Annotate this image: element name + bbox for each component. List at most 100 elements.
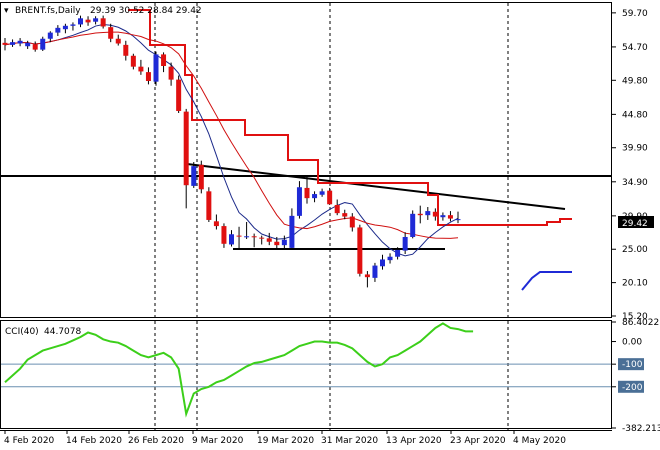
price-tick-label: 59.70 (622, 9, 648, 19)
candle-body (100, 18, 106, 27)
candle (145, 67, 151, 85)
trailing-stop (128, 9, 572, 226)
candle (425, 207, 431, 220)
candles (2, 15, 461, 288)
moving-average-fast (4, 31, 459, 239)
candle-body (191, 166, 197, 186)
candle (17, 38, 23, 47)
candle (123, 40, 129, 61)
candle (55, 25, 61, 37)
time-tick-label: 23 Apr 2020 (450, 436, 506, 446)
candle (417, 205, 423, 224)
candle (2, 38, 8, 51)
cci-tick-label: -382.213 (622, 424, 660, 434)
moving-average-slow (4, 24, 459, 257)
candle-body (334, 204, 340, 214)
candle-body (236, 235, 242, 237)
ohlc-values: 29.39 30.52 28.84 29.42 (90, 6, 202, 16)
price-tick-label: 49.80 (622, 76, 648, 86)
candle-body (32, 44, 38, 50)
candle (296, 181, 302, 219)
candle (410, 210, 416, 239)
candle (266, 232, 272, 246)
candle-body (349, 216, 355, 228)
time-axis: 4 Feb 2020 14 Feb 2020 26 Feb 2020 9 Mar 20… (4, 430, 566, 446)
candle (40, 36, 46, 52)
candle-body (296, 187, 302, 216)
time-tick-label: 13 Apr 2020 (386, 436, 442, 446)
candle (244, 221, 250, 240)
candle-body (402, 236, 408, 251)
time-tick-label: 4 May 2020 (513, 436, 566, 446)
cci-panel (0, 320, 612, 429)
support-stop (521, 271, 572, 291)
candle (236, 226, 242, 249)
candle (130, 53, 136, 70)
candle (455, 211, 461, 224)
price-tick-label: 34.90 (622, 178, 648, 188)
price-tick-label: 15.20 (622, 312, 648, 322)
candle-body (244, 236, 250, 238)
candle (62, 23, 68, 34)
candle-body (425, 211, 431, 216)
candle-body (138, 66, 144, 72)
price-axis: 59.7054.7049.8044.8039.9034.9029.9025.00… (612, 9, 648, 322)
cci-line (4, 322, 474, 418)
time-tick-label: 9 Mar 2020 (192, 436, 244, 446)
candle-body (55, 27, 61, 33)
candle-body (70, 24, 76, 26)
candle-body (206, 191, 212, 220)
candle (304, 176, 310, 204)
candle (78, 15, 83, 28)
price-tick-label: 25.00 (622, 245, 648, 255)
candle-body (10, 42, 16, 45)
candle-body (251, 236, 257, 238)
candle (168, 62, 174, 86)
candle (213, 214, 219, 230)
cci-tick-label: 0.00 (622, 338, 642, 348)
time-tick-label: 26 Feb 2020 (128, 436, 184, 446)
symbol-label: BRENT.fs,Daily (15, 6, 81, 16)
candle-body (417, 213, 423, 216)
candle-body (304, 187, 310, 199)
price-tick-label: 54.70 (622, 43, 648, 53)
candle (161, 52, 167, 73)
candle (176, 75, 182, 113)
candle (312, 191, 318, 203)
cci-axis: 86.4022 0.00 -100 -200 -382.213 (612, 318, 660, 434)
candle (229, 230, 234, 247)
candle-body (395, 249, 401, 257)
candle (364, 271, 370, 288)
candle-body (17, 40, 23, 44)
candle-body (266, 238, 272, 242)
candle (183, 108, 189, 209)
candle (153, 51, 159, 86)
candle (440, 212, 446, 221)
candle (206, 187, 212, 222)
time-tick-label: 31 Mar 2020 (321, 436, 378, 446)
candle-body (380, 259, 385, 267)
time-tick-label: 19 Mar 2020 (257, 436, 314, 446)
candle (191, 162, 197, 188)
cci-tick-label: -200 (622, 383, 643, 393)
candle (281, 235, 287, 250)
candle-body (25, 42, 31, 47)
candle (387, 253, 393, 264)
candle-body (440, 215, 446, 218)
cci-level-box (618, 358, 644, 371)
symbol-icon: ▾ (4, 6, 9, 16)
candle (349, 213, 355, 232)
candle (402, 232, 408, 255)
price-tick-label: 44.80 (622, 110, 648, 120)
cci-value: 44.7078 (44, 327, 81, 337)
candle (108, 23, 114, 43)
candle (334, 199, 340, 216)
candle (115, 34, 121, 46)
candle-body (40, 38, 46, 50)
candle-body (161, 54, 167, 66)
candle (274, 236, 280, 250)
candle-body (387, 256, 393, 261)
candle (198, 160, 204, 194)
candle-body (455, 219, 461, 221)
candle-body (123, 44, 129, 56)
